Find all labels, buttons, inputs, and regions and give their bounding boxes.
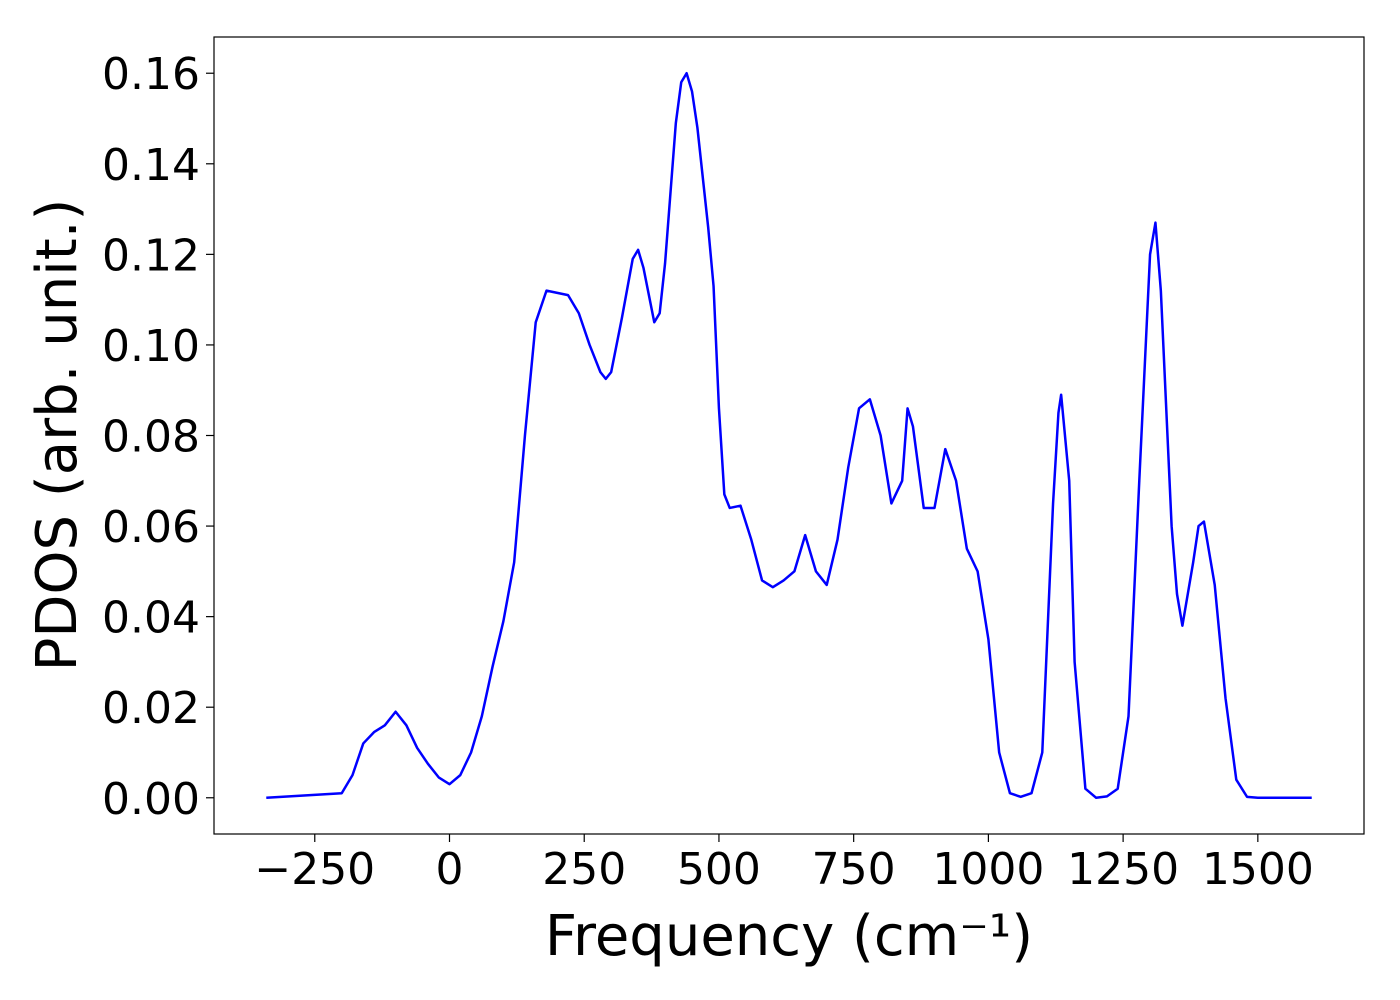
x-tick-label: −250: [254, 844, 375, 895]
x-tick-label: 1500: [1202, 844, 1314, 895]
x-tick-label: 1250: [1067, 844, 1179, 895]
y-axis-label: PDOS (arb. unit.): [25, 199, 90, 672]
data-line: [266, 71, 1312, 800]
y-tick-label: 0.00: [102, 774, 200, 825]
x-tick-label: 750: [812, 844, 896, 895]
y-tick-label: 0.02: [102, 683, 200, 734]
y-tick-label: 0.16: [102, 49, 200, 100]
y-tick-label: 0.04: [102, 593, 200, 644]
y-tick-label: 0.08: [102, 412, 200, 463]
y-tick-label: 0.14: [102, 140, 200, 191]
x-tick-label: 1000: [932, 844, 1044, 895]
plot-frame: [213, 36, 1365, 835]
x-tick-label: 250: [542, 844, 626, 895]
y-tick-label: 0.06: [102, 502, 200, 553]
x-tick-label: 500: [677, 844, 761, 895]
x-axis-label: Frequency (cm⁻¹): [545, 904, 1033, 969]
y-tick-label: 0.12: [102, 230, 200, 281]
x-tick-label: 0: [435, 844, 463, 895]
y-tick-label: 0.10: [102, 321, 200, 372]
